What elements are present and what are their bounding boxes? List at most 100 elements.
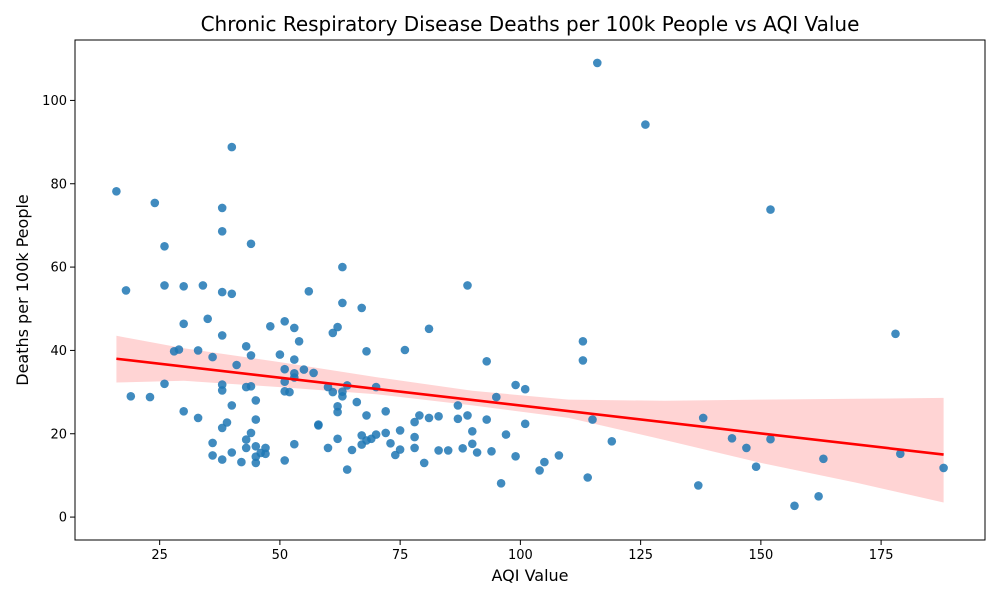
- data-point: [468, 427, 477, 436]
- data-point: [434, 412, 443, 421]
- data-point: [578, 337, 588, 346]
- data-point: [362, 347, 371, 356]
- data-point: [227, 401, 237, 410]
- data-point: [766, 434, 775, 444]
- data-point: [150, 198, 160, 208]
- data-point: [742, 443, 751, 453]
- scatter-points: [112, 58, 948, 511]
- data-point: [434, 446, 443, 455]
- data-point: [790, 501, 799, 511]
- data-point: [241, 443, 251, 453]
- data-point: [333, 407, 342, 417]
- chart-title: Chronic Respiratory Disease Deaths per 1…: [201, 12, 860, 36]
- data-point: [727, 434, 737, 443]
- data-point: [112, 187, 121, 196]
- x-tick-label: 125: [628, 548, 653, 563]
- data-point: [246, 351, 256, 360]
- data-point: [342, 465, 352, 474]
- plot-frame: [74, 39, 986, 541]
- data-point: [607, 437, 617, 446]
- data-point: [217, 331, 227, 340]
- data-point: [694, 481, 703, 490]
- data-point: [410, 432, 419, 442]
- data-point: [251, 458, 261, 468]
- data-point: [357, 303, 367, 313]
- data-point: [179, 407, 188, 416]
- data-point: [280, 364, 290, 374]
- y-tick-label: 20: [50, 427, 67, 442]
- data-point: [381, 407, 391, 416]
- data-point: [472, 448, 482, 457]
- y-tick-label: 0: [59, 511, 67, 526]
- data-point: [891, 329, 900, 339]
- data-point: [939, 463, 948, 473]
- data-point: [208, 438, 217, 448]
- data-point: [208, 352, 217, 362]
- y-tick-label: 80: [50, 177, 67, 192]
- data-point: [482, 357, 492, 366]
- data-point: [487, 447, 496, 456]
- data-point: [362, 411, 371, 420]
- data-point: [511, 380, 520, 390]
- data-point: [463, 411, 472, 420]
- data-point: [179, 319, 188, 329]
- x-tick-label: 75: [392, 548, 409, 563]
- data-point: [160, 379, 169, 389]
- regression-line: [116, 357, 944, 456]
- data-point: [261, 449, 270, 459]
- data-point: [593, 58, 602, 68]
- data-point: [203, 314, 212, 324]
- data-point: [535, 466, 544, 475]
- data-point: [251, 442, 261, 451]
- data-point: [208, 451, 217, 460]
- data-point: [419, 458, 429, 468]
- regression-line-layer: [116, 357, 944, 456]
- data-point: [217, 455, 227, 464]
- data-point: [290, 355, 299, 364]
- data-point: [309, 368, 318, 378]
- data-point: [896, 449, 905, 459]
- data-point: [241, 435, 251, 444]
- data-point: [338, 262, 347, 272]
- data-point: [290, 323, 299, 333]
- data-point: [511, 452, 520, 461]
- data-point: [400, 345, 410, 355]
- data-point: [395, 426, 405, 435]
- data-point: [246, 239, 256, 249]
- data-point: [193, 413, 203, 423]
- data-point: [458, 444, 468, 453]
- data-point: [482, 415, 492, 424]
- data-point: [227, 448, 237, 457]
- data-point: [386, 439, 395, 448]
- data-point: [468, 439, 477, 449]
- x-tick-label: 150: [748, 548, 773, 563]
- x-tick-label: 50: [272, 548, 289, 563]
- data-point: [304, 287, 314, 296]
- data-point: [193, 346, 203, 355]
- data-point: [492, 392, 501, 402]
- data-point: [415, 411, 424, 420]
- data-point: [290, 439, 299, 449]
- data-point: [217, 227, 227, 236]
- data-point: [501, 430, 511, 439]
- data-point: [328, 387, 338, 397]
- data-point: [227, 289, 237, 299]
- data-point: [126, 392, 136, 401]
- y-axis-ticks: 0 20 40 60 80 100: [42, 94, 75, 526]
- data-point: [520, 419, 530, 429]
- data-point: [251, 396, 261, 405]
- data-point: [463, 281, 472, 290]
- data-point: [443, 446, 453, 455]
- data-point: [237, 457, 246, 467]
- data-point: [381, 428, 391, 438]
- data-point: [246, 382, 256, 391]
- data-point: [145, 392, 155, 402]
- data-point: [496, 479, 506, 488]
- data-point: [819, 454, 828, 464]
- x-tick-label: 175: [869, 548, 894, 563]
- data-point: [453, 414, 463, 424]
- data-point: [391, 450, 400, 460]
- data-point: [328, 328, 338, 338]
- data-point: [280, 317, 290, 326]
